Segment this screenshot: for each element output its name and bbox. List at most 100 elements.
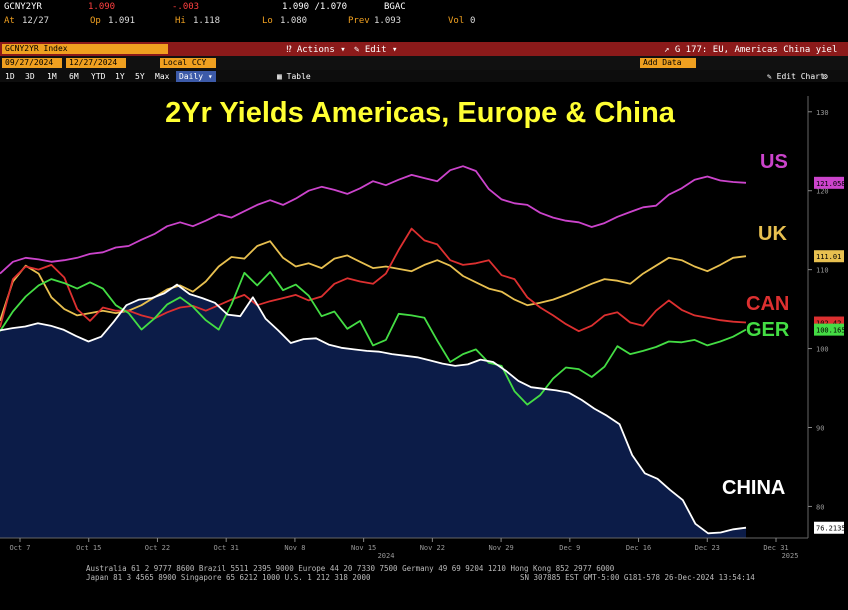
value-tag-bg-us: [814, 176, 844, 189]
x-tick-label: Nov 8: [284, 544, 305, 552]
y-tick-label: 120: [816, 188, 829, 196]
value-tag-ger: 100.165: [816, 327, 846, 335]
chart-title-tab-label: G 177: EU, Americas China yiel: [674, 45, 838, 55]
period-5y[interactable]: 5Y: [135, 72, 145, 81]
low-value: 1.080: [280, 16, 308, 26]
value-tag-bg-china: [814, 521, 844, 534]
price-change: -.003: [172, 2, 200, 12]
x-tick-label: Dec 16: [626, 544, 651, 552]
external-link-icon: ↗: [664, 45, 675, 55]
open-label: Op: [90, 16, 101, 26]
y-tick-label: 110: [816, 267, 829, 275]
pricing-source: BGAC: [384, 2, 406, 12]
y-tick-label: 90: [816, 425, 824, 433]
at-value: 12/27: [22, 16, 50, 26]
value-tag-can: 102.42: [816, 320, 841, 328]
y-tick-label: 100: [816, 346, 829, 354]
prev-value: 1.093: [374, 16, 402, 26]
security-input[interactable]: GCNY2YR Index: [2, 44, 168, 54]
y-axis: 80 90 100 110 120 130: [807, 96, 829, 538]
period-1m[interactable]: 1M: [47, 72, 57, 81]
x-tick-label: Oct 7: [9, 544, 30, 552]
x-tick-label: Dec 23: [695, 544, 720, 552]
x-year-label-end: 2025: [782, 552, 799, 560]
series-label-china: CHINA: [722, 477, 785, 499]
x-tick-label: Nov 22: [420, 544, 445, 552]
prev-label: Prev: [348, 16, 370, 26]
end-date-input[interactable]: 12/27/2024: [66, 58, 126, 68]
footer-session: SN 307885 EST GMT-5:00 G181-578 26-Dec-2…: [520, 573, 755, 582]
high-value: 1.118: [193, 16, 221, 26]
add-data-button[interactable]: Add Data: [640, 58, 696, 68]
value-tag-bg-uk: [814, 250, 844, 263]
quote-stats: At 12/27 Op 1.091 Hi 1.118 Lo 1.080 Prev…: [0, 14, 848, 28]
period-1d[interactable]: 1D: [5, 72, 15, 81]
date-range-bar: 09/27/2024 12/27/2024 Local CCY Add Data: [0, 56, 848, 71]
edit-chart-label: Edit Chart: [776, 72, 825, 81]
footer-contacts-2: Japan 81 3 4565 8900 Singapore 65 6212 1…: [86, 573, 371, 582]
period-max[interactable]: Max: [155, 72, 170, 81]
series-lines: [0, 165, 747, 535]
x-tick-label: Oct 31: [214, 544, 239, 552]
settings-icon[interactable]: ⚙: [823, 72, 828, 81]
start-date-input[interactable]: 09/27/2024: [2, 58, 62, 68]
period-1y[interactable]: 1Y: [115, 72, 125, 81]
frequency-label: Daily: [179, 72, 204, 81]
table-label: Table: [286, 72, 311, 81]
currency-select[interactable]: Local CCY: [160, 58, 216, 68]
x-tick-label: Dec 9: [559, 544, 580, 552]
actions-label: Actions: [296, 45, 335, 55]
series-label-uk: UK: [758, 223, 787, 245]
period-6m[interactable]: 6M: [69, 72, 79, 81]
frequency-select[interactable]: Daily ▾: [176, 71, 216, 82]
high-label: Hi: [175, 16, 186, 26]
pencil-icon: ✎: [767, 72, 777, 81]
y-tick-label: 130: [816, 109, 829, 117]
edit-label: Edit: [364, 45, 387, 55]
period-3d[interactable]: 3D: [25, 72, 35, 81]
x-tick-label: Oct 15: [76, 544, 101, 552]
value-tag-bg-ger: [814, 323, 844, 336]
chart-title-tab[interactable]: ↗ G 177: EU, Americas China yiel: [664, 45, 837, 55]
area-china: [0, 284, 746, 538]
series-line-china: [0, 283, 747, 535]
series-label-ger: GER: [746, 319, 790, 341]
series-line-us: [0, 165, 747, 275]
table-toggle[interactable]: ▦ Table: [274, 71, 314, 82]
value-tag-uk: 111.01: [816, 253, 841, 261]
actions-menu[interactable]: ⁉ Actions ▾: [286, 45, 346, 55]
series-label-us: US: [760, 151, 788, 173]
x-tick-label: Dec 31: [763, 544, 788, 552]
value-tag-us: 121.058: [816, 180, 846, 188]
bid-ask: 1.090 /1.070: [282, 2, 348, 12]
volume-value: 0: [470, 16, 476, 26]
edit-chart-button[interactable]: ✎ Edit Chart: [764, 71, 828, 82]
period-bar: 1D 3D 1M 6M YTD 1Y 5Y Max Daily ▾ ▦ Tabl…: [0, 70, 848, 82]
x-tick-label: Nov 15: [351, 544, 376, 552]
table-icon: ▦: [277, 72, 287, 81]
open-value: 1.091: [108, 16, 136, 26]
value-tag-china: 76.2135: [816, 525, 846, 533]
x-tick-label: Nov 29: [488, 544, 513, 552]
x-axis: Oct 7 Oct 15 Oct 22 Oct 31 Nov 8 Nov 15 Nov 22…: [0, 537, 808, 560]
at-label: At: [4, 16, 15, 26]
period-ytd[interactable]: YTD: [91, 72, 106, 81]
y-tick-label: 80: [816, 503, 824, 511]
series-labels: US UK CAN GER CHINA: [722, 151, 790, 499]
footer: Australia 61 2 9777 8600 Brazil 5511 239…: [0, 562, 848, 610]
volume-label: Vol: [448, 16, 465, 26]
china-area-layer: [0, 284, 746, 538]
series-line-ger: [0, 271, 747, 406]
low-label: Lo: [262, 16, 273, 26]
series-label-can: CAN: [746, 293, 789, 315]
chart-title: 2Yr Yields Americas, Europe & China: [165, 97, 676, 129]
edit-menu[interactable]: ✎ Edit ▾: [354, 45, 398, 55]
yield-chart: 80 90 100 110 120 130 Oct 7 Oct 15 Oct 22 Oct 31…: [0, 96, 846, 560]
quote-header: GCNY2YR 1.090 -.003 1.090 /1.070 BGAC: [0, 0, 848, 14]
last-price: 1.090: [88, 2, 116, 12]
command-bar: GCNY2YR Index ⁉ Actions ▾ ✎ Edit ▾ ↗ G 1…: [0, 42, 848, 56]
x-tick-label: Oct 22: [145, 544, 170, 552]
ticker[interactable]: GCNY2YR: [4, 2, 42, 12]
x-year-label: 2024: [378, 552, 395, 560]
